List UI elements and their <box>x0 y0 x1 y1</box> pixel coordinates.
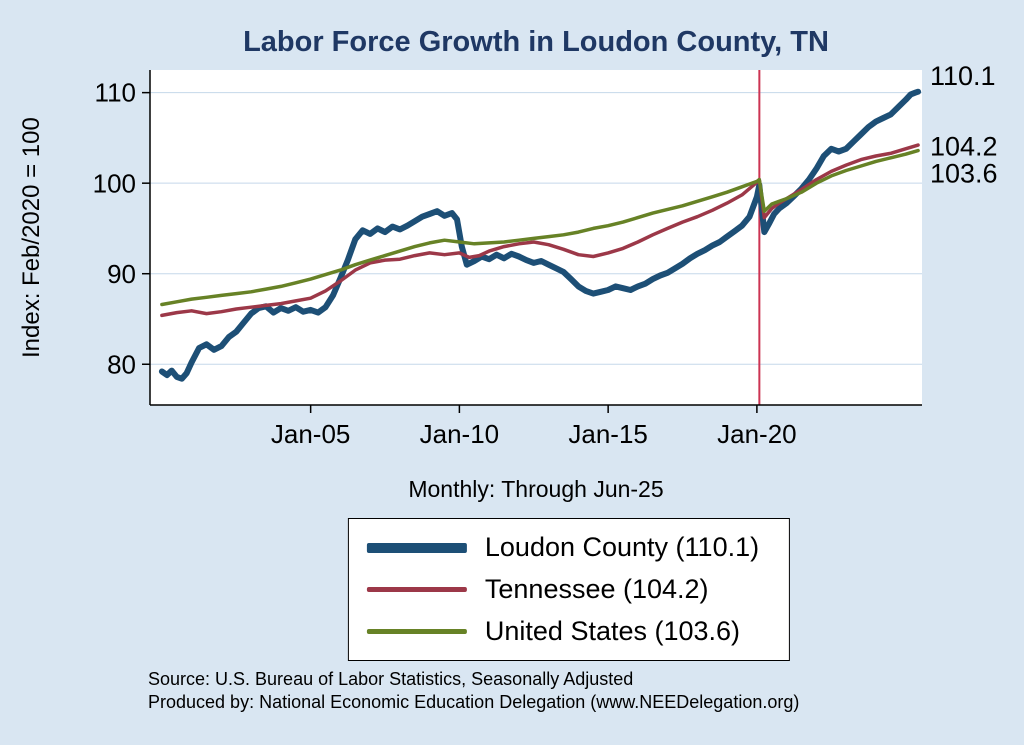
legend-item-loudon-county: Loudon County (110.1) <box>366 532 760 563</box>
end-value-label: 104.2 <box>930 132 998 162</box>
legend-item-united-states: United States (103.6) <box>366 616 759 647</box>
x-tick-label: Jan-20 <box>717 419 797 449</box>
x-tick-label: Jan-05 <box>271 419 351 449</box>
chart-legend: Loudon County (110.1) Tennessee (104.2) Un… <box>347 518 791 661</box>
y-tick-label: 90 <box>107 259 136 289</box>
end-value-label: 103.6 <box>930 159 998 189</box>
legend-item-tennessee: Tennessee (104.2) <box>366 574 759 605</box>
y-tick-label: 80 <box>107 349 136 379</box>
y-tick-label: 110 <box>95 78 136 108</box>
x-tick-label: Jan-15 <box>568 419 648 449</box>
legend-label-loudon-county: Loudon County (110.1) <box>484 532 760 562</box>
legend-label-united-states: United States (103.6) <box>484 616 741 646</box>
footer-source-line: Source: U.S. Bureau of Labor Statistics,… <box>148 669 634 689</box>
series-line-united-states <box>160 148 920 307</box>
legend-swatch-loudon-county <box>366 542 467 553</box>
legend-swatch-united-states <box>366 629 467 634</box>
chart-title: Labor Force Growth in Loudon County, TN <box>243 26 829 58</box>
x-tick-label: Jan-10 <box>420 419 500 449</box>
end-value-label: 110.1 <box>930 61 996 91</box>
chart-footer: Source: U.S. Bureau of Labor Statistics,… <box>148 668 799 714</box>
legend-label-tennessee: Tennessee (104.2) <box>484 574 709 604</box>
legend-swatch-tennessee <box>366 587 467 592</box>
chart-subtitle: Monthly: Through Jun-25 <box>408 476 664 502</box>
y-tick-label: 100 <box>93 168 136 198</box>
footer-produced-by-line: Produced by: National Economic Education… <box>148 692 800 713</box>
